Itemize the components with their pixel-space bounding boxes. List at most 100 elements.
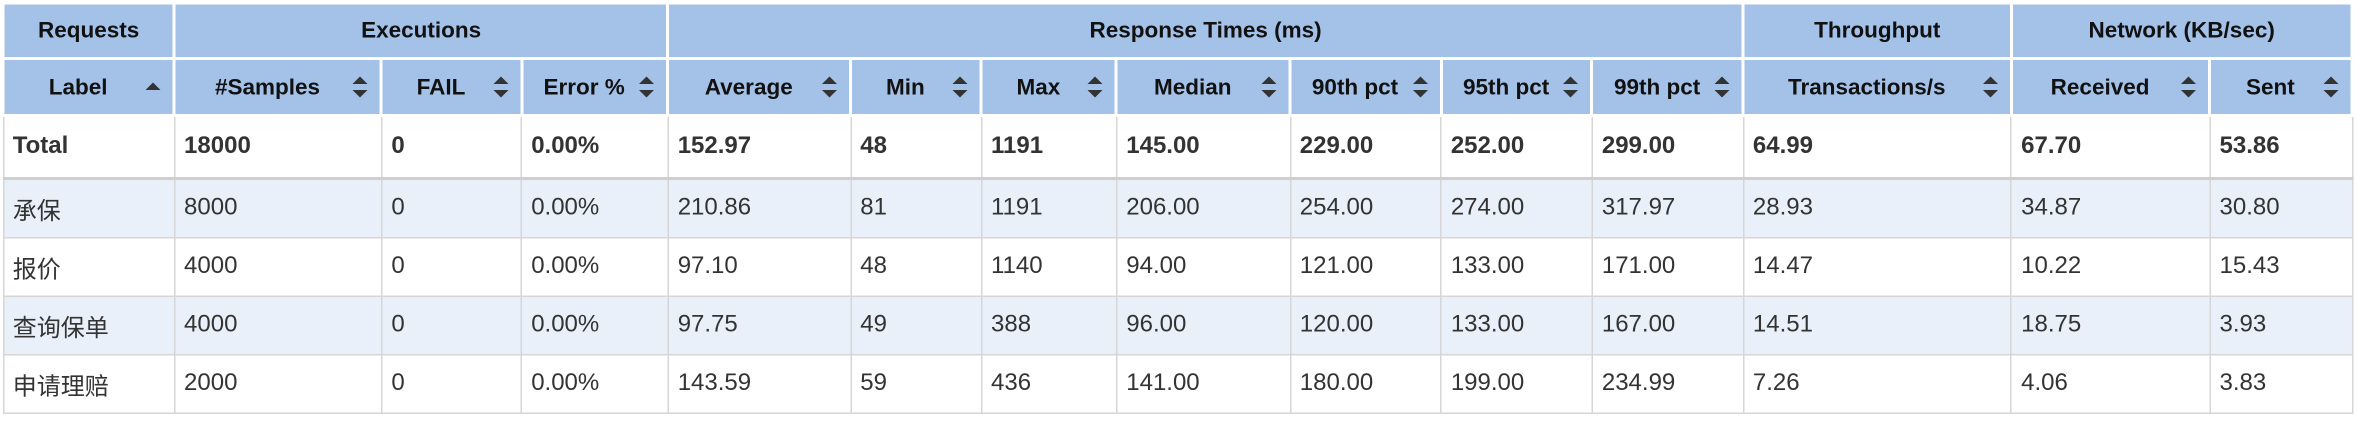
group-header-network: Network (KB/sec) [2009, 1, 2354, 60]
column-header-label: 90th pct [1311, 74, 1399, 100]
table-row: 查询保单 4000 0 0.00% 97.75 49 388 96.00 120.00 133.0… [2, 295, 2353, 356]
cell-sent: 3.93 [2209, 295, 2353, 356]
cell-average: 152.97 [667, 114, 852, 180]
sort-icon [2181, 76, 2197, 98]
cell-transactions-per-sec: 64.99 [1742, 114, 2013, 180]
cell-pct95: 252.00 [1440, 114, 1593, 180]
cell-average: 97.10 [667, 237, 852, 297]
cell-pct95: 133.00 [1440, 237, 1593, 297]
sort-icon [492, 76, 508, 98]
sort-icon [639, 76, 655, 98]
cell-median: 206.00 [1115, 177, 1291, 239]
cell-transactions-per-sec: 14.47 [1742, 237, 2013, 297]
cell-samples: 2000 [173, 354, 383, 414]
cell-label: Total [2, 114, 176, 180]
column-header-sent[interactable]: Sent [2208, 57, 2354, 117]
column-header-fail[interactable]: FAIL [380, 57, 523, 117]
column-header-pct95[interactable]: 95th pct [1439, 57, 1594, 117]
column-header-median[interactable]: Median [1114, 57, 1292, 117]
cell-samples: 4000 [173, 237, 383, 297]
column-header-label: Median [1153, 74, 1232, 100]
cell-fail: 0 [380, 237, 523, 297]
cell-max: 388 [980, 295, 1118, 356]
column-header-label: Received [2050, 74, 2150, 100]
cell-max: 1191 [980, 177, 1118, 239]
table-row: 申请理赔 2000 0 0.00% 143.59 59 436 141.00 180.00 199… [2, 354, 2353, 414]
column-header-received[interactable]: Received [2009, 57, 2212, 117]
cell-sent: 3.83 [2209, 354, 2353, 414]
cell-samples: 4000 [173, 295, 383, 356]
sort-icon [1982, 76, 1998, 98]
cell-sent: 15.43 [2209, 237, 2353, 297]
column-header-label: FAIL [416, 74, 466, 100]
cell-transactions-per-sec: 14.51 [1742, 295, 2013, 356]
cell-min: 81 [849, 177, 983, 239]
total-row: Total 18000 0 0.00% 152.97 48 1191 145.00 229.00… [2, 114, 2353, 180]
sort-icon [1714, 76, 1730, 98]
cell-pct99: 317.97 [1591, 177, 1744, 239]
column-header-transactions-per-sec[interactable]: Transactions/s [1741, 57, 2013, 117]
cell-pct90: 229.00 [1289, 114, 1442, 180]
column-header-min[interactable]: Min [849, 57, 983, 117]
sort-icon [1087, 76, 1103, 98]
cell-average: 97.75 [667, 295, 852, 356]
cell-pct99: 299.00 [1591, 114, 1744, 180]
cell-pct95: 274.00 [1440, 177, 1593, 239]
cell-pct90: 254.00 [1289, 177, 1442, 239]
sort-icon [952, 76, 968, 98]
column-header-max[interactable]: Max [979, 57, 1118, 117]
cell-received: 10.22 [2010, 237, 2211, 297]
column-header-average[interactable]: Average [666, 57, 853, 117]
column-header-label: Average [704, 74, 793, 100]
cell-transactions-per-sec: 28.93 [1742, 177, 2013, 239]
cell-median: 94.00 [1115, 237, 1291, 297]
cell-min: 48 [849, 114, 983, 180]
column-header-label: Label [48, 74, 108, 100]
cell-pct90: 180.00 [1289, 354, 1442, 414]
column-header-label: Min [886, 74, 925, 100]
cell-min: 49 [849, 295, 983, 356]
column-header-label: Max [1016, 74, 1061, 100]
cell-average: 143.59 [667, 354, 852, 414]
statistics-table: Requests Executions Response Times (ms) … [1, 1, 2354, 414]
cell-median: 141.00 [1115, 354, 1291, 414]
cell-fail: 0 [380, 177, 523, 239]
cell-sent: 30.80 [2209, 177, 2353, 239]
cell-max: 436 [980, 354, 1118, 414]
column-header-label: 99th pct [1614, 74, 1701, 100]
column-header-pct90[interactable]: 90th pct [1288, 57, 1443, 117]
cell-label: 承保 [2, 177, 176, 239]
cell-error-pct: 0.00% [520, 237, 669, 297]
column-header-error-pct[interactable]: Error % [519, 57, 670, 117]
group-header-row: Requests Executions Response Times (ms) … [1, 1, 2354, 60]
cell-median: 145.00 [1115, 114, 1291, 180]
column-header-label: 95th pct [1462, 74, 1550, 100]
column-header-row: Label #Samples FAIL Error % Average Min Max Med… [1, 57, 2354, 117]
sort-icon [1563, 76, 1579, 98]
cell-received: 34.87 [2010, 177, 2211, 239]
group-header-throughput: Throughput [1741, 1, 2013, 60]
sort-icon [822, 76, 838, 98]
column-header-pct99[interactable]: 99th pct [1590, 57, 1745, 117]
cell-median: 96.00 [1115, 295, 1291, 356]
cell-max: 1140 [980, 237, 1118, 297]
column-header-label: Sent [2245, 74, 2295, 100]
cell-pct99: 171.00 [1591, 237, 1744, 297]
column-header-label[interactable]: Label [1, 57, 176, 117]
cell-error-pct: 0.00% [520, 177, 669, 239]
cell-average: 210.86 [667, 177, 852, 239]
cell-label: 报价 [2, 237, 176, 297]
table-body: Total 18000 0 0.00% 152.97 48 1191 145.00 229.00… [2, 114, 2353, 414]
column-header-label: #Samples [214, 74, 321, 100]
column-header-samples[interactable]: #Samples [172, 57, 384, 117]
cell-samples: 18000 [173, 114, 383, 180]
cell-pct99: 167.00 [1591, 295, 1744, 356]
cell-samples: 8000 [173, 177, 383, 239]
group-header-response-times: Response Times (ms) [666, 1, 1745, 60]
cell-received: 4.06 [2010, 354, 2211, 414]
group-header-executions: Executions [172, 1, 670, 60]
cell-error-pct: 0.00% [520, 114, 669, 180]
group-header-requests: Requests [1, 1, 176, 60]
cell-transactions-per-sec: 7.26 [1742, 354, 2013, 414]
cell-max: 1191 [980, 114, 1118, 180]
